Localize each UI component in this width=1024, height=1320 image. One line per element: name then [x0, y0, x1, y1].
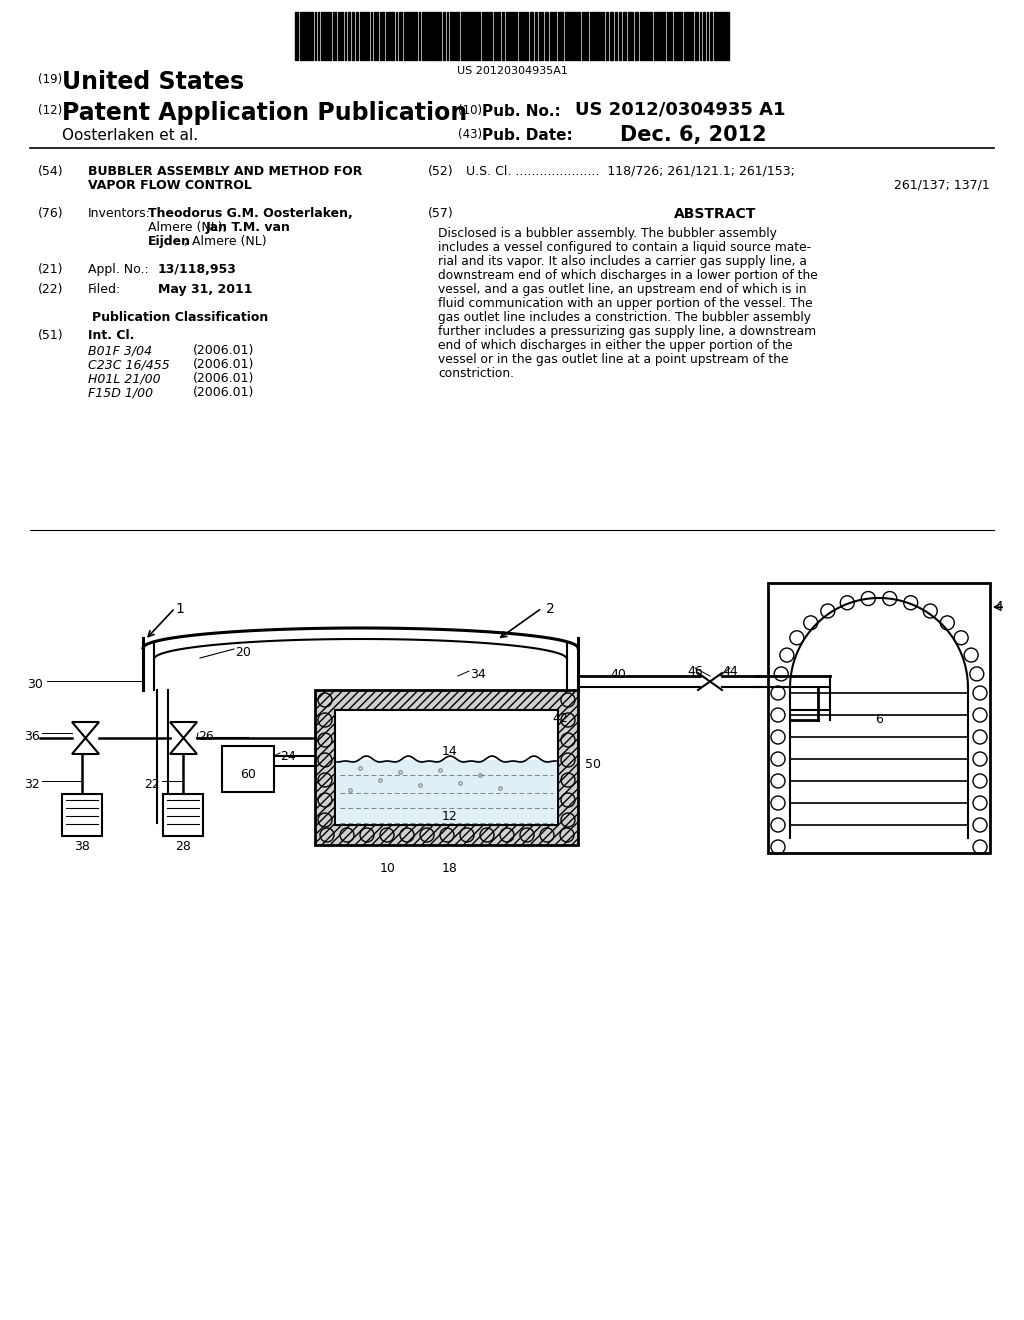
Text: (43): (43) — [458, 128, 482, 141]
Bar — [62, 795, 102, 836]
Text: 36: 36 — [25, 730, 40, 743]
Text: vessel or in the gas outlet line at a point upstream of the: vessel or in the gas outlet line at a po… — [438, 352, 788, 366]
Text: 13/118,953: 13/118,953 — [158, 263, 237, 276]
Text: (10): (10) — [458, 104, 482, 117]
Text: 4: 4 — [994, 601, 1002, 614]
Text: 14: 14 — [442, 744, 458, 758]
Text: B01F 3/04: B01F 3/04 — [88, 345, 153, 356]
Bar — [768, 583, 990, 853]
Text: US 20120304935A1: US 20120304935A1 — [457, 66, 567, 77]
Bar — [335, 710, 558, 825]
Text: 32: 32 — [25, 777, 40, 791]
Text: C23C 16/455: C23C 16/455 — [88, 358, 170, 371]
Text: 2: 2 — [546, 602, 555, 616]
Text: 50: 50 — [585, 759, 601, 771]
Text: Theodorus G.M. Oosterlaken,: Theodorus G.M. Oosterlaken, — [148, 207, 352, 220]
Text: rial and its vapor. It also includes a carrier gas supply line, a: rial and its vapor. It also includes a c… — [438, 255, 807, 268]
Text: 12: 12 — [442, 810, 458, 822]
Text: U.S. Cl. .....................  118/726; 261/121.1; 261/153;: U.S. Cl. ..................... 118/726; … — [466, 165, 795, 178]
Text: (21): (21) — [38, 263, 63, 276]
Text: 60: 60 — [240, 768, 256, 781]
Text: constriction.: constriction. — [438, 367, 514, 380]
Text: 18: 18 — [442, 862, 458, 875]
Bar — [315, 690, 578, 845]
Text: includes a vessel configured to contain a liquid source mate-: includes a vessel configured to contain … — [438, 242, 811, 253]
Text: 38: 38 — [74, 840, 90, 853]
Text: F15D 1/00: F15D 1/00 — [88, 385, 154, 399]
Text: United States: United States — [62, 70, 244, 94]
Text: end of which discharges in either the upper portion of the: end of which discharges in either the up… — [438, 339, 793, 352]
Text: BUBBLER ASSEMBLY AND METHOD FOR: BUBBLER ASSEMBLY AND METHOD FOR — [88, 165, 362, 178]
Text: Almere (NL);: Almere (NL); — [148, 220, 230, 234]
Text: (19): (19) — [38, 73, 62, 86]
Text: further includes a pressurizing gas supply line, a downstream: further includes a pressurizing gas supp… — [438, 325, 816, 338]
Text: (51): (51) — [38, 329, 63, 342]
Text: 20: 20 — [234, 645, 251, 659]
Text: 46: 46 — [687, 665, 702, 678]
Text: 261/137; 137/1: 261/137; 137/1 — [894, 180, 990, 191]
Text: (12): (12) — [38, 104, 62, 117]
Bar — [163, 795, 203, 836]
Text: Jan T.M. van: Jan T.M. van — [206, 220, 291, 234]
Text: Pub. No.:: Pub. No.: — [482, 104, 561, 119]
Text: Dec. 6, 2012: Dec. 6, 2012 — [620, 125, 767, 145]
Text: fluid communication with an upper portion of the vessel. The: fluid communication with an upper portio… — [438, 297, 813, 310]
Text: Inventors:: Inventors: — [88, 207, 151, 220]
Text: Appl. No.:: Appl. No.: — [88, 263, 148, 276]
Text: Oosterlaken et al.: Oosterlaken et al. — [62, 128, 198, 143]
Text: (52): (52) — [428, 165, 454, 178]
Text: (57): (57) — [428, 207, 454, 220]
Text: Patent Application Publication: Patent Application Publication — [62, 102, 467, 125]
Text: (2006.01): (2006.01) — [193, 358, 254, 371]
Text: 40: 40 — [610, 668, 626, 681]
Text: (22): (22) — [38, 282, 63, 296]
Text: 6: 6 — [876, 713, 883, 726]
Text: May 31, 2011: May 31, 2011 — [158, 282, 253, 296]
Text: Eijden: Eijden — [148, 235, 191, 248]
Text: Filed:: Filed: — [88, 282, 121, 296]
Text: H01L 21/00: H01L 21/00 — [88, 372, 161, 385]
Text: Pub. Date:: Pub. Date: — [482, 128, 572, 143]
Text: 24: 24 — [280, 750, 296, 763]
Text: (76): (76) — [38, 207, 63, 220]
Text: (2006.01): (2006.01) — [193, 385, 254, 399]
Text: vessel, and a gas outlet line, an upstream end of which is in: vessel, and a gas outlet line, an upstre… — [438, 282, 807, 296]
Text: 34: 34 — [470, 668, 485, 681]
Text: Disclosed is a bubbler assembly. The bubbler assembly: Disclosed is a bubbler assembly. The bub… — [438, 227, 777, 240]
Text: (2006.01): (2006.01) — [193, 372, 254, 385]
Text: 26: 26 — [198, 730, 214, 743]
Text: 1: 1 — [175, 602, 184, 616]
Text: (2006.01): (2006.01) — [193, 345, 254, 356]
Text: Int. Cl.: Int. Cl. — [88, 329, 134, 342]
Text: Publication Classification: Publication Classification — [92, 312, 268, 323]
Text: , Almere (NL): , Almere (NL) — [184, 235, 266, 248]
Bar — [336, 760, 557, 824]
Text: US 2012/0304935 A1: US 2012/0304935 A1 — [575, 102, 785, 119]
Text: 42: 42 — [552, 711, 568, 725]
Text: ABSTRACT: ABSTRACT — [674, 207, 756, 220]
Text: 28: 28 — [175, 840, 190, 853]
Text: (54): (54) — [38, 165, 63, 178]
Text: 44: 44 — [722, 665, 738, 678]
Bar — [222, 746, 274, 792]
Text: 22: 22 — [144, 777, 160, 791]
Text: gas outlet line includes a constriction. The bubbler assembly: gas outlet line includes a constriction.… — [438, 312, 811, 323]
Text: VAPOR FLOW CONTROL: VAPOR FLOW CONTROL — [88, 180, 252, 191]
Text: downstream end of which discharges in a lower portion of the: downstream end of which discharges in a … — [438, 269, 818, 282]
Text: 10: 10 — [380, 862, 396, 875]
Text: 30: 30 — [27, 678, 43, 690]
